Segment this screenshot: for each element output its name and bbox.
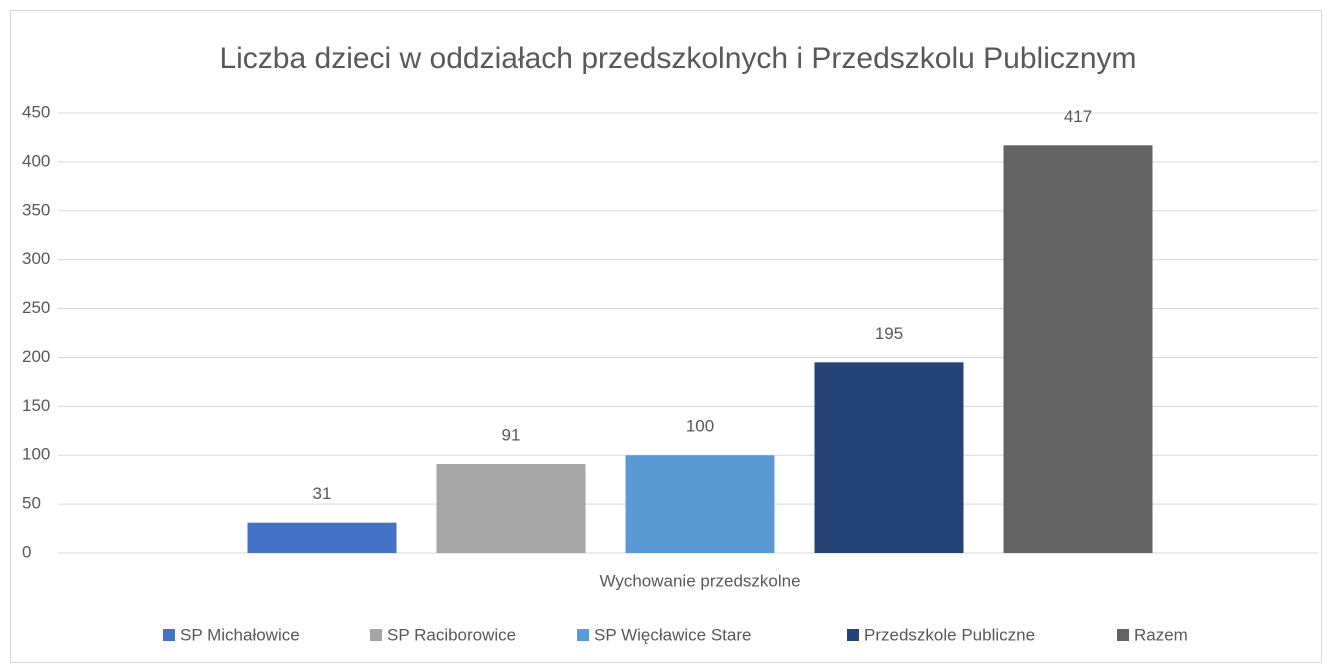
- chart-title: Liczba dzieci w oddziałach przedszkolnyc…: [219, 42, 1136, 75]
- legend-swatch: [577, 629, 589, 641]
- legend-swatch: [1117, 629, 1129, 641]
- y-tick-label: 150: [22, 396, 50, 415]
- data-label: 195: [875, 324, 903, 343]
- legend-label: SP Więcławice Stare: [594, 625, 751, 644]
- y-tick-label: 250: [22, 298, 50, 317]
- legend-label: SP Raciborowice: [387, 625, 516, 644]
- legend-swatch: [163, 629, 175, 641]
- legend-swatch: [847, 629, 859, 641]
- data-label: 417: [1064, 107, 1092, 126]
- y-tick-label: 200: [22, 347, 50, 366]
- y-tick-label: 50: [22, 494, 41, 513]
- y-tick-label: 450: [22, 102, 50, 121]
- legend-label: Razem: [1134, 625, 1188, 644]
- x-tick-label: Wychowanie przedszkolne: [599, 571, 800, 590]
- bar: [1003, 145, 1153, 553]
- bar: [625, 455, 775, 553]
- data-label: 31: [313, 484, 332, 503]
- y-tick-label: 0: [22, 542, 31, 561]
- data-label: 91: [502, 426, 521, 445]
- bar: [436, 464, 586, 553]
- bar: [247, 522, 397, 553]
- y-tick-label: 350: [22, 200, 50, 219]
- y-tick-label: 300: [22, 249, 50, 268]
- y-tick-label: 400: [22, 151, 50, 170]
- data-label: 100: [686, 417, 714, 436]
- y-tick-label: 100: [22, 445, 50, 464]
- bar: [814, 362, 964, 553]
- legend-label: SP Michałowice: [180, 625, 300, 644]
- legend-swatch: [370, 629, 382, 641]
- legend-label: Przedszkole Publiczne: [864, 625, 1035, 644]
